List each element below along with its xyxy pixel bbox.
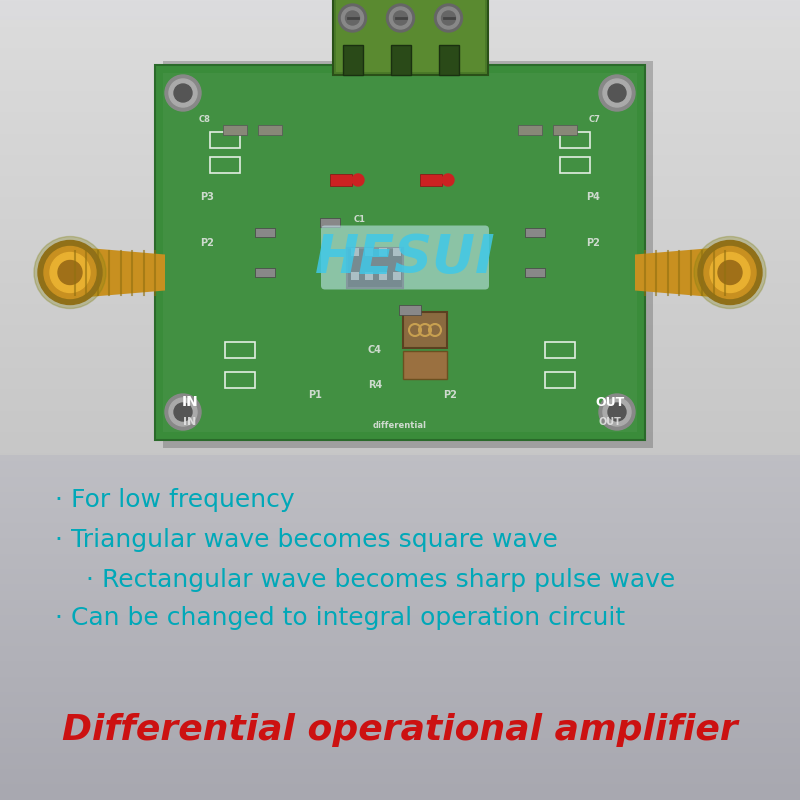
Circle shape: [718, 261, 742, 285]
Circle shape: [58, 261, 82, 285]
Circle shape: [442, 174, 454, 186]
Bar: [225, 342, 255, 358]
Bar: [351, 271, 359, 279]
Bar: [333, 0, 487, 75]
Bar: [545, 342, 575, 358]
Circle shape: [710, 253, 750, 293]
Text: · For low frequency: · For low frequency: [55, 488, 294, 512]
Circle shape: [346, 11, 359, 25]
Circle shape: [44, 246, 96, 298]
Circle shape: [390, 7, 411, 29]
Bar: [393, 247, 401, 255]
Bar: [365, 271, 373, 279]
Bar: [379, 247, 387, 255]
Bar: [255, 228, 275, 237]
Circle shape: [169, 398, 197, 426]
Circle shape: [442, 11, 455, 25]
Text: P4: P4: [586, 193, 600, 202]
Circle shape: [603, 79, 631, 107]
Text: C8: C8: [199, 115, 211, 125]
Bar: [335, 0, 485, 72]
Bar: [438, 45, 458, 75]
Bar: [330, 174, 352, 186]
Bar: [393, 271, 401, 279]
Text: C7: C7: [589, 115, 601, 125]
Bar: [525, 268, 545, 277]
Bar: [390, 45, 410, 75]
Polygon shape: [635, 246, 730, 298]
Circle shape: [694, 237, 766, 309]
Polygon shape: [70, 246, 165, 298]
FancyBboxPatch shape: [321, 226, 489, 290]
Text: P2: P2: [586, 238, 600, 247]
Text: differential: differential: [373, 421, 427, 430]
Bar: [560, 157, 590, 173]
Bar: [155, 65, 645, 440]
Circle shape: [434, 4, 462, 32]
Circle shape: [352, 174, 364, 186]
Bar: [379, 271, 387, 279]
Text: OUT: OUT: [595, 395, 625, 409]
Bar: [225, 372, 255, 388]
Bar: [518, 125, 542, 135]
Circle shape: [608, 84, 626, 102]
Bar: [545, 372, 575, 388]
Text: IN: IN: [183, 417, 197, 427]
Bar: [399, 305, 421, 315]
Circle shape: [169, 79, 197, 107]
Bar: [258, 125, 282, 135]
Bar: [223, 125, 247, 135]
Circle shape: [174, 84, 192, 102]
Text: HESUI: HESUI: [314, 231, 495, 283]
Text: C1: C1: [354, 215, 366, 225]
Circle shape: [704, 246, 756, 298]
Bar: [403, 312, 447, 348]
Circle shape: [174, 403, 192, 421]
Circle shape: [603, 398, 631, 426]
Circle shape: [342, 7, 363, 29]
Text: IN: IN: [182, 395, 198, 409]
Bar: [255, 268, 275, 277]
Bar: [351, 247, 359, 255]
Circle shape: [34, 237, 106, 309]
Circle shape: [50, 253, 90, 293]
Bar: [525, 228, 545, 237]
Text: P2: P2: [200, 238, 214, 247]
Circle shape: [608, 403, 626, 421]
Text: · Triangular wave becomes square wave: · Triangular wave becomes square wave: [55, 528, 558, 552]
Circle shape: [394, 11, 407, 25]
Text: OUT: OUT: [598, 417, 622, 427]
Bar: [210, 157, 240, 173]
Circle shape: [38, 241, 102, 305]
Bar: [553, 125, 577, 135]
Text: P1: P1: [308, 390, 322, 400]
Bar: [342, 45, 362, 75]
Text: P3: P3: [200, 193, 214, 202]
Circle shape: [165, 75, 201, 111]
Bar: [403, 351, 447, 379]
Bar: [560, 132, 590, 148]
Bar: [163, 73, 637, 432]
Text: R4: R4: [368, 380, 382, 390]
Bar: [320, 218, 340, 227]
Text: · Rectangular wave becomes sharp pulse wave: · Rectangular wave becomes sharp pulse w…: [70, 568, 675, 592]
Text: C4: C4: [368, 345, 382, 355]
Circle shape: [698, 241, 762, 305]
Circle shape: [438, 7, 459, 29]
Circle shape: [599, 75, 635, 111]
Circle shape: [599, 394, 635, 430]
Circle shape: [338, 4, 366, 32]
Polygon shape: [163, 61, 653, 448]
Text: P2: P2: [443, 390, 457, 400]
Bar: [210, 132, 240, 148]
Text: Differential operational amplifier: Differential operational amplifier: [62, 713, 738, 747]
Text: · Can be changed to integral operation circuit: · Can be changed to integral operation c…: [55, 606, 625, 630]
Circle shape: [386, 4, 414, 32]
Circle shape: [165, 394, 201, 430]
Bar: [365, 247, 373, 255]
Bar: [420, 174, 442, 186]
Bar: [347, 247, 403, 287]
